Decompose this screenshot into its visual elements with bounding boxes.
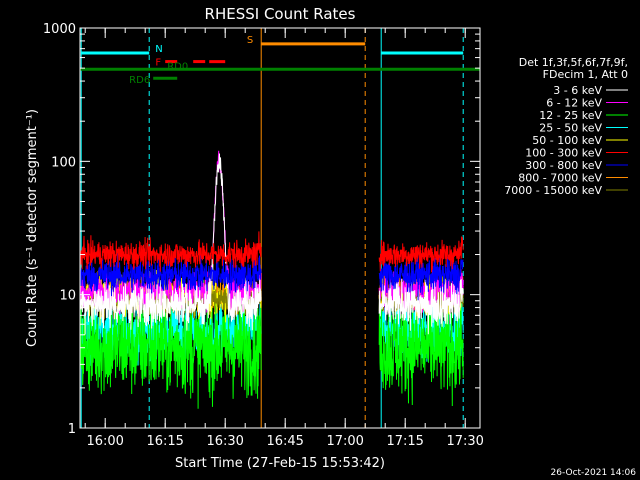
flag-label-f: F [155, 58, 161, 69]
x-tick-label: 16:45 [266, 434, 303, 449]
legend-label: 12 - 25 keV [539, 109, 602, 122]
y-tick-label: 1000 [43, 22, 76, 37]
flag-label-s: S [247, 35, 253, 46]
flag-label-n: N [155, 44, 162, 55]
x-tick-label: 16:00 [86, 434, 123, 449]
legend-header: FDecim 1, Att 0 [543, 68, 628, 81]
chart-title: RHESSI Count Rates [205, 5, 356, 23]
series-line-300-800keV [378, 254, 464, 301]
y-tick-label: 100 [51, 155, 76, 170]
x-tick-label: 17:30 [446, 434, 483, 449]
legend-label: 3 - 6 keV [553, 84, 602, 97]
legend-header: Det 1f,3f,5f,6f,7f,9f, [519, 56, 628, 69]
legend-label: 300 - 800 keV [525, 159, 602, 172]
y-tick-label: 10 [59, 289, 76, 304]
flag-label-rd0: RD0 [167, 61, 188, 72]
footer-timestamp: 26-Oct-2021 14:06 [551, 468, 637, 478]
y-tick-label: 1 [68, 422, 76, 437]
series-line-3-6keV [378, 275, 464, 335]
x-tick-label: 16:15 [146, 434, 183, 449]
flag-label-rd6: RD6 [129, 75, 150, 86]
x-tick-label: 17:15 [386, 434, 423, 449]
y-axis-label: Count Rate (s⁻¹ detector segment⁻¹) [25, 109, 40, 347]
x-tick-label: 17:00 [326, 434, 363, 449]
series-line-100-300keV [378, 236, 464, 273]
legend-label: 100 - 300 keV [525, 147, 602, 160]
x-axis-label: Start Time (27-Feb-15 15:53:42) [175, 456, 385, 471]
legend-label: 50 - 100 keV [532, 134, 602, 147]
legend-label: 7000 - 15000 keV [504, 184, 602, 197]
legend-label: 25 - 50 keV [539, 122, 602, 135]
series-line-100-300keV [79, 231, 262, 272]
x-tick-label: 16:30 [206, 434, 243, 449]
legend-label: 6 - 12 keV [546, 97, 602, 110]
series-line-12-25keV [378, 282, 464, 407]
legend-label: 800 - 7000 keV [518, 172, 602, 185]
series-line-3-6keV [79, 153, 262, 335]
series-line-12-25keV [79, 279, 262, 409]
plot-frame [79, 27, 481, 429]
legend: Det 1f,3f,5f,6f,7f,9f,FDecim 1, Att 0 3 -… [504, 56, 628, 197]
